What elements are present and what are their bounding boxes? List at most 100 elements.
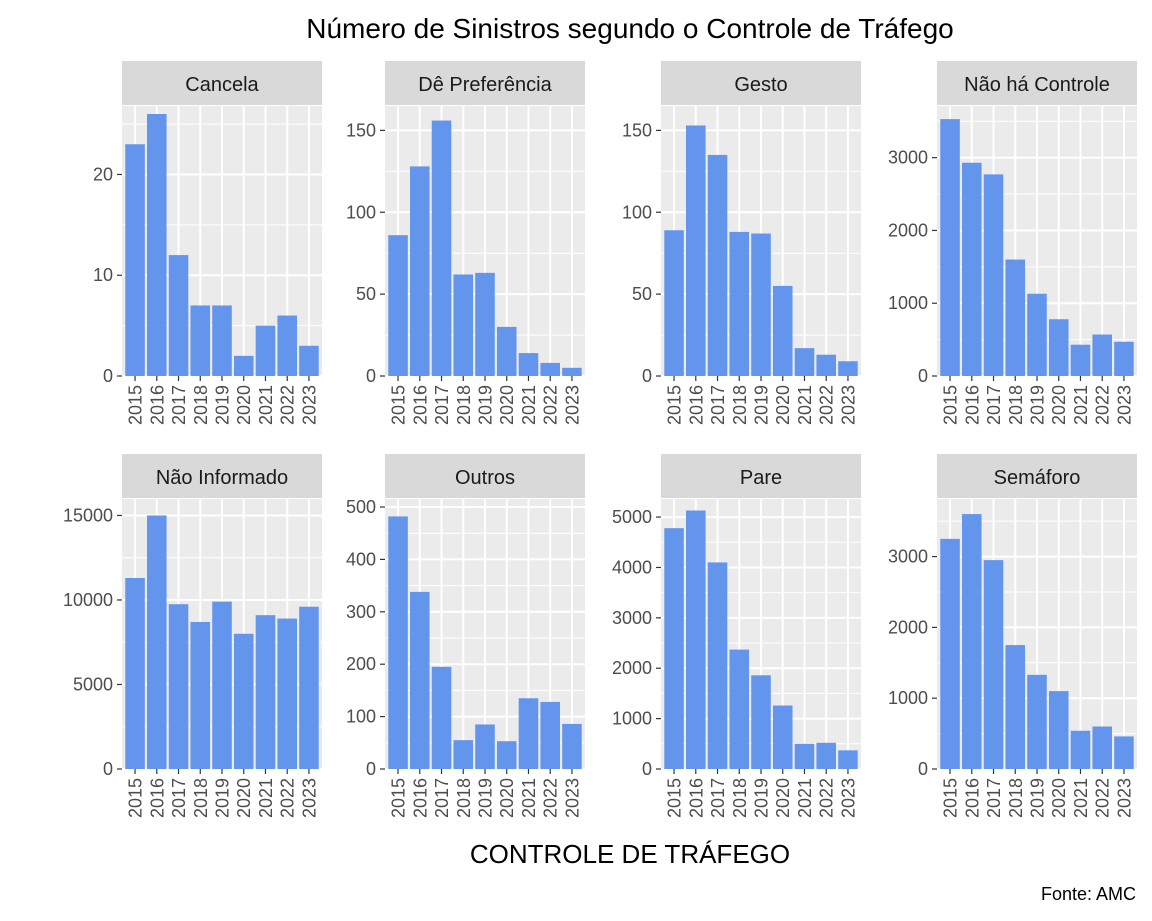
y-tick-label: 10 bbox=[93, 265, 113, 285]
x-tick-label: 2020 bbox=[1049, 385, 1069, 425]
y-tick-label: 20 bbox=[93, 164, 113, 184]
bar-de-preferencia-2018 bbox=[453, 274, 474, 376]
facet-strip-nao-ha-controle bbox=[937, 61, 1137, 105]
x-tick-label: 2019 bbox=[752, 385, 772, 425]
y-tick-label: 0 bbox=[366, 366, 376, 386]
y-tick-label: 5000 bbox=[73, 674, 113, 694]
x-tick-label: 2016 bbox=[962, 778, 982, 818]
x-tick-label: 2023 bbox=[838, 778, 858, 818]
y-tick-label: 100 bbox=[346, 707, 376, 727]
y-tick-label: 4000 bbox=[612, 557, 652, 577]
y-tick-label: 5000 bbox=[612, 507, 652, 527]
x-tick-label: 2020 bbox=[773, 385, 793, 425]
x-tick-label: 2020 bbox=[1049, 778, 1069, 818]
x-tick-label: 2017 bbox=[432, 778, 452, 818]
x-tick-label: 2018 bbox=[1006, 778, 1026, 818]
bar-nao-ha-controle-2019 bbox=[1027, 293, 1047, 376]
x-tick-label: 2021 bbox=[1071, 385, 1091, 425]
chart-title: Número de Sinistros segundo o Controle d… bbox=[306, 13, 954, 44]
x-tick-label: 2018 bbox=[191, 385, 211, 425]
bar-gesto-2019 bbox=[751, 233, 771, 376]
bar-nao-ha-controle-2018 bbox=[1005, 259, 1026, 376]
bar-de-preferencia-2015 bbox=[388, 235, 408, 376]
x-tick-label: 2015 bbox=[126, 385, 146, 425]
y-tick-label: 50 bbox=[356, 284, 376, 304]
bar-cancela-2017 bbox=[168, 255, 189, 376]
bar-nao-informado-2018 bbox=[190, 621, 211, 769]
bar-outros-2020 bbox=[496, 741, 517, 769]
bar-outros-2022 bbox=[540, 701, 560, 769]
bar-gesto-2023 bbox=[838, 361, 858, 376]
x-tick-label: 2020 bbox=[234, 778, 254, 818]
x-tick-label: 2022 bbox=[278, 385, 298, 425]
y-tick-label: 3000 bbox=[888, 148, 928, 168]
x-tick-label: 2023 bbox=[1114, 385, 1134, 425]
bar-pare-2021 bbox=[794, 743, 815, 769]
bar-semaforo-2022 bbox=[1092, 726, 1112, 769]
x-tick-label: 2017 bbox=[984, 385, 1004, 425]
x-tick-label: 2017 bbox=[984, 778, 1004, 818]
bar-nao-informado-2019 bbox=[212, 601, 232, 769]
x-axis-title: CONTROLE DE TRÁFEGO bbox=[470, 839, 790, 869]
x-tick-label: 2022 bbox=[817, 778, 837, 818]
x-tick-label: 2020 bbox=[497, 385, 517, 425]
bar-de-preferencia-2022 bbox=[540, 362, 560, 376]
x-tick-label: 2017 bbox=[708, 385, 728, 425]
bar-cancela-2016 bbox=[147, 114, 167, 376]
facet-strip-label: Semáforo bbox=[994, 467, 1081, 489]
bar-semaforo-2016 bbox=[962, 514, 982, 769]
x-tick-label: 2022 bbox=[817, 385, 837, 425]
y-tick-label: 2000 bbox=[612, 658, 652, 678]
x-tick-label: 2020 bbox=[234, 385, 254, 425]
x-tick-label: 2022 bbox=[541, 778, 561, 818]
bar-semaforo-2015 bbox=[940, 538, 960, 769]
bar-outros-2018 bbox=[453, 740, 474, 769]
y-tick-label: 0 bbox=[918, 366, 928, 386]
y-tick-label: 150 bbox=[346, 120, 376, 140]
bar-de-preferencia-2023 bbox=[562, 367, 582, 376]
bar-outros-2023 bbox=[562, 723, 582, 769]
y-tick-label: 0 bbox=[366, 759, 376, 779]
bar-de-preferencia-2017 bbox=[431, 120, 452, 376]
bar-pare-2022 bbox=[816, 742, 836, 769]
bar-nao-ha-controle-2023 bbox=[1114, 341, 1134, 376]
facet-strip-pare bbox=[661, 454, 861, 498]
x-tick-label: 2023 bbox=[562, 385, 582, 425]
facet-strip-label: Gesto bbox=[734, 74, 787, 96]
x-tick-label: 2018 bbox=[191, 778, 211, 818]
y-tick-label: 3000 bbox=[612, 608, 652, 628]
facet-strip-gesto bbox=[661, 61, 861, 105]
x-tick-label: 2023 bbox=[562, 778, 582, 818]
x-tick-label: 2016 bbox=[147, 778, 167, 818]
x-tick-label: 2021 bbox=[795, 385, 815, 425]
y-tick-label: 0 bbox=[103, 366, 113, 386]
x-tick-label: 2019 bbox=[213, 385, 233, 425]
x-tick-label: 2021 bbox=[256, 778, 276, 818]
x-tick-label: 2016 bbox=[686, 778, 706, 818]
x-tick-label: 2016 bbox=[686, 385, 706, 425]
facet-strip-outros bbox=[385, 454, 585, 498]
bar-pare-2016 bbox=[686, 510, 706, 769]
x-tick-label: 2015 bbox=[941, 778, 961, 818]
bar-semaforo-2020 bbox=[1048, 691, 1069, 769]
y-tick-label: 200 bbox=[346, 654, 376, 674]
x-tick-label: 2016 bbox=[410, 385, 430, 425]
y-tick-label: 1000 bbox=[888, 293, 928, 313]
facet-strip-label: Dê Preferência bbox=[418, 74, 552, 96]
x-tick-label: 2023 bbox=[1114, 778, 1134, 818]
x-tick-label: 2015 bbox=[389, 385, 409, 425]
x-tick-label: 2021 bbox=[256, 385, 276, 425]
x-tick-label: 2019 bbox=[213, 778, 233, 818]
x-tick-label: 2022 bbox=[1093, 778, 1113, 818]
x-tick-label: 2018 bbox=[730, 385, 750, 425]
bar-pare-2023 bbox=[838, 750, 858, 769]
bar-pare-2020 bbox=[772, 705, 793, 769]
bar-de-preferencia-2020 bbox=[496, 326, 517, 376]
x-tick-label: 2022 bbox=[1093, 385, 1113, 425]
x-tick-label: 2018 bbox=[1006, 385, 1026, 425]
facet-cancela: Cancela 0 10 20 2015 2016 2017 2018 2019 2020 2021… bbox=[93, 61, 322, 425]
x-tick-label: 2023 bbox=[299, 385, 319, 425]
x-tick-label: 2016 bbox=[147, 385, 167, 425]
